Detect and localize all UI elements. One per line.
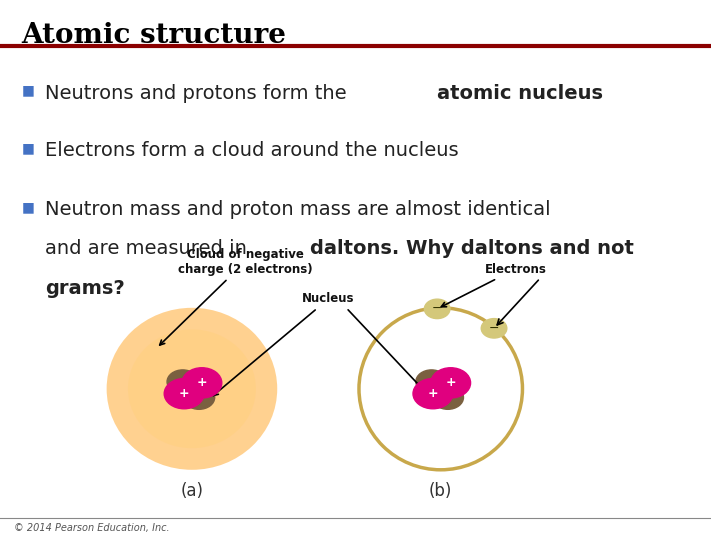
Text: © 2014 Pearson Education, Inc.: © 2014 Pearson Education, Inc. — [14, 523, 170, 533]
Text: daltons. Why daltons and not: daltons. Why daltons and not — [310, 239, 634, 258]
Ellipse shape — [107, 308, 277, 470]
Circle shape — [413, 379, 453, 409]
Text: −: − — [432, 302, 442, 315]
Text: Electrons form a cloud around the nucleus: Electrons form a cloud around the nucleu… — [45, 141, 459, 160]
Text: ■: ■ — [22, 200, 35, 214]
Text: (b): (b) — [429, 482, 452, 501]
Circle shape — [184, 386, 215, 409]
Circle shape — [416, 370, 447, 394]
Text: Neutrons and protons form the: Neutrons and protons form the — [45, 84, 353, 103]
Text: +: + — [179, 387, 189, 400]
Circle shape — [182, 368, 222, 398]
Text: atomic nucleus: atomic nucleus — [437, 84, 603, 103]
Text: Atomic structure: Atomic structure — [22, 22, 287, 49]
Circle shape — [164, 379, 204, 409]
Text: +: + — [197, 376, 207, 389]
Text: −: − — [489, 322, 499, 335]
Ellipse shape — [128, 329, 256, 448]
Text: +: + — [428, 387, 438, 400]
Text: (a): (a) — [181, 482, 204, 501]
Circle shape — [481, 319, 507, 338]
Text: and are measured in: and are measured in — [45, 239, 253, 258]
Circle shape — [424, 299, 450, 319]
Text: +: + — [446, 376, 456, 389]
Text: Neutron mass and proton mass are almost identical: Neutron mass and proton mass are almost … — [45, 200, 550, 219]
Text: Nucleus: Nucleus — [213, 292, 355, 395]
Text: ■: ■ — [22, 141, 35, 156]
Circle shape — [431, 368, 471, 398]
Text: grams?: grams? — [45, 279, 125, 298]
Circle shape — [167, 370, 198, 394]
Text: Cloud of negative
charge (2 electrons): Cloud of negative charge (2 electrons) — [160, 248, 312, 345]
Text: ■: ■ — [22, 84, 35, 98]
Text: Electrons: Electrons — [441, 262, 546, 307]
Circle shape — [432, 386, 464, 409]
